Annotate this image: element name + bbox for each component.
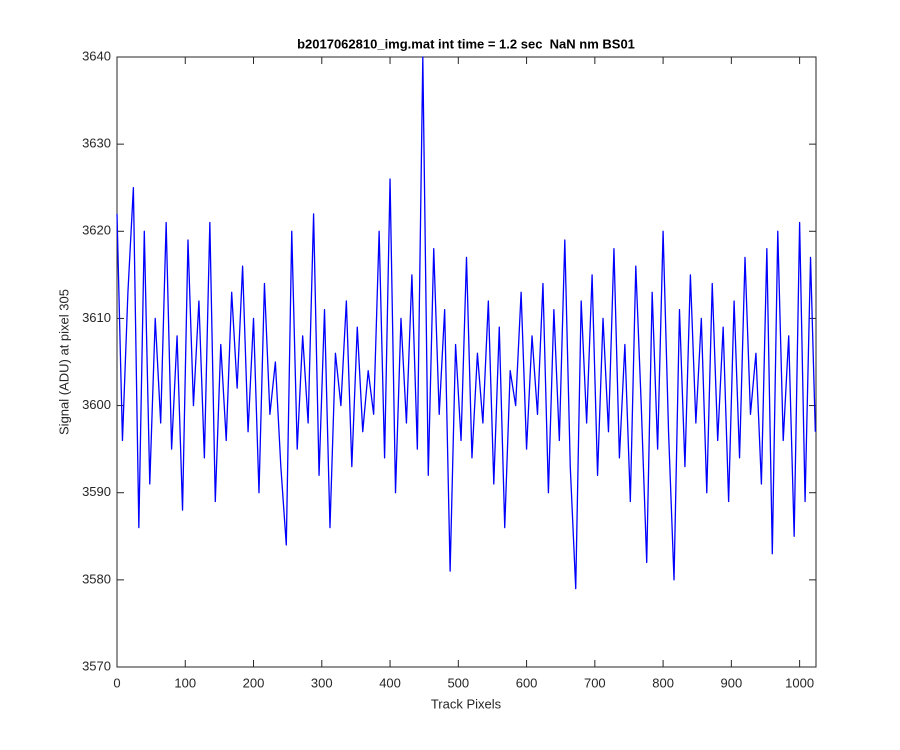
y-axis-label: Signal (ADU) at pixel 305 (56, 289, 71, 435)
y-tick-label: 3590 (82, 484, 111, 499)
x-tick-label: 500 (447, 675, 469, 690)
x-tick-label: 0 (113, 675, 120, 690)
y-tick-label: 3640 (82, 48, 111, 63)
y-tick-label: 3580 (82, 571, 111, 586)
y-tick-label: 3600 (82, 397, 111, 412)
x-tick-label: 700 (584, 675, 606, 690)
x-tick-label: 200 (243, 675, 265, 690)
y-tick-label: 3630 (82, 136, 111, 151)
x-tick-label: 300 (311, 675, 333, 690)
x-tick-label: 100 (174, 675, 196, 690)
y-tick-label: 3570 (82, 658, 111, 673)
x-tick-label: 400 (379, 675, 401, 690)
y-tick-label: 3610 (82, 310, 111, 325)
chart-title: b2017062810_img.mat int time = 1.2 sec N… (297, 36, 635, 51)
y-tick-label: 3620 (82, 223, 111, 238)
x-axis-label: Track Pixels (431, 696, 502, 711)
line-series (116, 56, 816, 590)
x-tick-label: 1000 (785, 675, 814, 690)
x-tick-label: 600 (516, 675, 538, 690)
x-tick-label: 800 (652, 675, 674, 690)
x-tick-label: 900 (721, 675, 743, 690)
